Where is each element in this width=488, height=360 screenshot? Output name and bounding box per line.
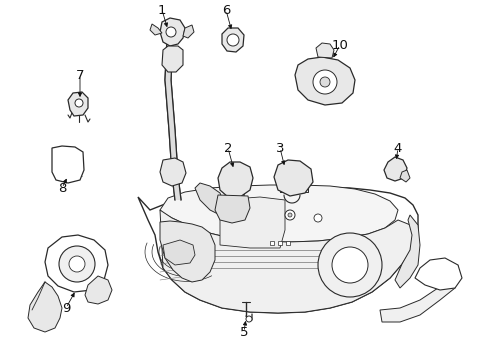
Circle shape	[165, 27, 176, 37]
Circle shape	[313, 214, 321, 222]
Polygon shape	[138, 187, 417, 313]
Polygon shape	[160, 221, 215, 282]
Circle shape	[245, 316, 251, 322]
Polygon shape	[150, 24, 162, 35]
Text: 3: 3	[275, 141, 284, 154]
Polygon shape	[399, 170, 409, 182]
Circle shape	[69, 256, 85, 272]
Polygon shape	[160, 210, 417, 313]
Text: 2: 2	[224, 141, 232, 154]
Bar	[278, 241, 282, 245]
Bar	[285, 241, 289, 245]
Polygon shape	[315, 43, 333, 58]
Text: 5: 5	[239, 325, 248, 338]
Circle shape	[287, 213, 291, 217]
Polygon shape	[68, 92, 88, 116]
Text: 1: 1	[158, 4, 166, 17]
Polygon shape	[394, 215, 419, 288]
Text: 4: 4	[393, 141, 401, 154]
Polygon shape	[45, 235, 108, 292]
Polygon shape	[164, 38, 181, 200]
Bar	[269, 241, 273, 245]
Polygon shape	[183, 25, 194, 38]
Text: 6: 6	[222, 4, 230, 17]
Polygon shape	[28, 282, 62, 332]
Text: 7: 7	[76, 68, 84, 81]
Polygon shape	[195, 183, 224, 215]
Text: 8: 8	[58, 181, 66, 194]
Circle shape	[317, 233, 381, 297]
Polygon shape	[85, 276, 112, 304]
Text: 9: 9	[61, 302, 70, 315]
Polygon shape	[160, 158, 185, 186]
Polygon shape	[379, 265, 457, 322]
Polygon shape	[160, 185, 397, 242]
Circle shape	[75, 99, 83, 107]
Circle shape	[319, 77, 329, 87]
Polygon shape	[383, 157, 406, 181]
Polygon shape	[273, 160, 312, 196]
Polygon shape	[222, 28, 244, 52]
Polygon shape	[52, 146, 84, 183]
Polygon shape	[294, 57, 354, 105]
Polygon shape	[218, 162, 252, 197]
Text: 10: 10	[331, 39, 348, 51]
Circle shape	[285, 210, 294, 220]
Polygon shape	[414, 258, 461, 290]
Circle shape	[59, 246, 95, 282]
Polygon shape	[162, 46, 183, 72]
Circle shape	[312, 70, 336, 94]
Circle shape	[226, 34, 239, 46]
Polygon shape	[220, 197, 285, 248]
Polygon shape	[215, 195, 249, 223]
Polygon shape	[160, 18, 184, 46]
Circle shape	[331, 247, 367, 283]
Polygon shape	[163, 240, 195, 265]
